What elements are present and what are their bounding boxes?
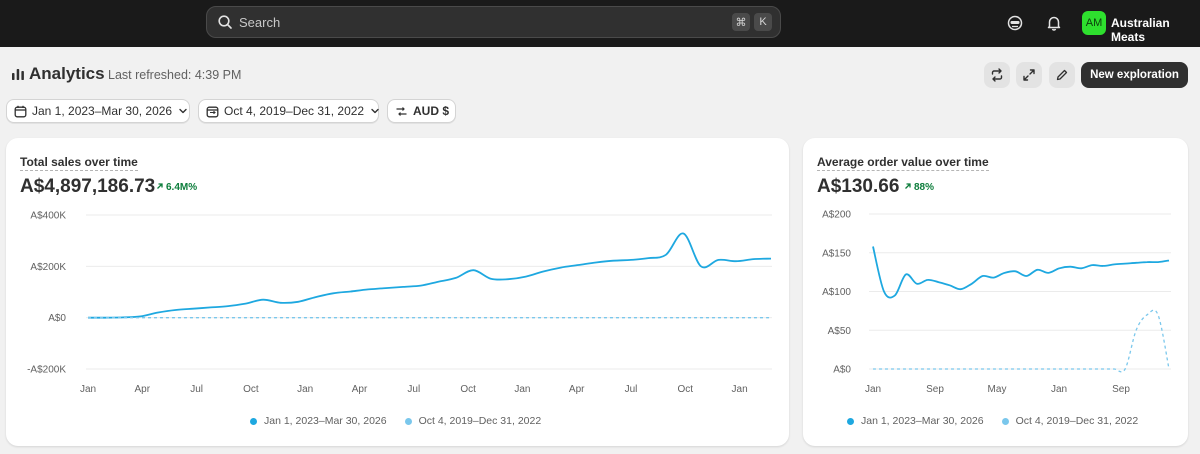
x-tick-label: Apr — [135, 384, 151, 395]
date-range-label: Jan 1, 2023–Mar 30, 2026 — [32, 104, 173, 118]
metric-change-text: 88% — [914, 182, 935, 193]
last-refreshed: Last refreshed: 4:39 PM — [108, 68, 242, 82]
series-line-primary[interactable] — [872, 246, 1170, 299]
date-range-picker[interactable]: Jan 1, 2023–Mar 30, 2026 — [6, 99, 190, 123]
metric-value: A$4,897,186.73 — [20, 176, 156, 197]
currency-exchange-icon — [396, 106, 407, 116]
shortcut-key-k: K — [754, 13, 772, 31]
x-tick-label: Jan — [514, 384, 530, 395]
store-name[interactable]: Australian Meats — [1111, 16, 1170, 44]
y-tick-label: A$150 — [822, 248, 851, 259]
metric-change: 6.4M% — [156, 182, 197, 193]
expand-icon — [1023, 69, 1035, 81]
new-exploration-button[interactable]: New exploration — [1081, 62, 1188, 88]
search-icon — [218, 15, 232, 29]
chevron-down-icon — [179, 108, 187, 114]
store-avatar[interactable]: AM — [1082, 11, 1106, 35]
x-tick-label: Oct — [678, 384, 694, 395]
comparison-range-label: Oct 4, 2019–Dec 31, 2022 — [224, 104, 365, 118]
metric-change-text: 6.4M% — [166, 182, 198, 193]
legend-label: Jan 1, 2023–Mar 30, 2026 — [861, 415, 984, 427]
metric-change: 88% — [904, 182, 934, 193]
card-title[interactable]: Total sales over time — [20, 155, 138, 171]
y-tick-label: A$200 — [822, 210, 851, 221]
legend-item-primary[interactable]: Jan 1, 2023–Mar 30, 2026 — [250, 415, 387, 427]
legend-label: Oct 4, 2019–Dec 31, 2022 — [418, 415, 542, 427]
top-bar: Search ⌘ K AM Australian Meats — [0, 0, 1200, 47]
x-tick-label: Jul — [407, 384, 420, 395]
chevron-down-icon — [371, 108, 379, 114]
currency-picker[interactable]: AUD $ — [387, 99, 456, 123]
x-tick-label: May — [988, 384, 1007, 395]
x-tick-label: Jul — [190, 384, 203, 395]
fullscreen-button[interactable] — [1016, 62, 1042, 88]
x-tick-label: Apr — [569, 384, 585, 395]
x-tick-label: Jul — [625, 384, 638, 395]
refresh-icon — [991, 68, 1003, 82]
legend-item-primary[interactable]: Jan 1, 2023–Mar 30, 2026 — [847, 415, 984, 427]
metric-value: A$130.66 — [817, 176, 900, 197]
legend-dot — [1001, 417, 1009, 425]
x-tick-label: Apr — [352, 384, 368, 395]
page-title: Analytics — [29, 64, 105, 83]
legend-dot — [404, 417, 412, 425]
legend-label: Oct 4, 2019–Dec 31, 2022 — [1015, 415, 1139, 427]
y-tick-label: A$0 — [48, 313, 66, 324]
legend-item-compare[interactable]: Oct 4, 2019–Dec 31, 2022 — [1001, 415, 1139, 427]
y-tick-label: A$0 — [833, 365, 851, 376]
y-tick-label: A$200K — [30, 262, 66, 273]
average-order-value-card[interactable]: Average order value over time A$130.66 8… — [803, 138, 1188, 446]
x-tick-label: Jan — [1051, 384, 1067, 395]
refresh-button[interactable] — [984, 62, 1010, 88]
chart-legend: Jan 1, 2023–Mar 30, 2026 Oct 4, 2019–Dec… — [250, 415, 559, 427]
comparison-range-picker[interactable]: Oct 4, 2019–Dec 31, 2022 — [198, 99, 379, 123]
card-title[interactable]: Average order value over time — [817, 155, 989, 171]
x-tick-label: Oct — [460, 384, 476, 395]
y-tick-label: -A$200K — [27, 365, 66, 376]
series-line-primary[interactable] — [88, 232, 772, 319]
legend-item-compare[interactable]: Oct 4, 2019–Dec 31, 2022 — [404, 415, 542, 427]
x-tick-label: Jan — [732, 384, 748, 395]
average-order-value-chart[interactable]: A$200 A$150 A$100 A$50 A$0 Jan Sep May Jan Sep — [803, 138, 1188, 446]
x-tick-label: Sep — [926, 384, 944, 395]
x-tick-label: Jan — [80, 384, 96, 395]
legend-dot — [847, 417, 854, 425]
arrow-up-right-icon — [157, 183, 163, 189]
legend-dot — [250, 417, 257, 425]
total-sales-chart[interactable]: A$400K A$200K A$0 -A$200K Jan Apr Jul Oct Jan Apr… — [6, 138, 789, 446]
chart-legend: Jan 1, 2023–Mar 30, 2026 Oct 4, 2019–Dec… — [847, 415, 1156, 427]
search-placeholder: Search — [239, 14, 281, 30]
total-sales-card[interactable]: Total sales over time A$4,897,186.73 6.4… — [6, 138, 789, 446]
legend-label: Jan 1, 2023–Mar 30, 2026 — [264, 415, 387, 427]
shortcut-key-command: ⌘ — [732, 13, 750, 31]
series-line-compare[interactable] — [873, 309, 1170, 373]
x-tick-label: Oct — [243, 384, 259, 395]
sidekick-icon[interactable] — [1005, 13, 1025, 33]
calendar-icon — [14, 105, 27, 117]
currency-label: AUD $ — [413, 104, 450, 118]
search-bar[interactable]: Search ⌘ K — [206, 6, 781, 38]
y-tick-label: A$400K — [30, 211, 66, 222]
pencil-icon — [1056, 69, 1068, 81]
y-tick-label: A$100 — [822, 287, 851, 298]
arrow-up-right-icon — [905, 183, 911, 189]
y-tick-label: A$50 — [828, 326, 852, 337]
bell-icon[interactable] — [1044, 13, 1064, 33]
calendar-compare-icon — [206, 106, 219, 117]
bar-chart-icon — [12, 69, 24, 80]
x-tick-label: Jan — [297, 384, 313, 395]
x-tick-label: Sep — [1112, 384, 1130, 395]
x-tick-label: Jan — [865, 384, 881, 395]
edit-button[interactable] — [1049, 62, 1075, 88]
